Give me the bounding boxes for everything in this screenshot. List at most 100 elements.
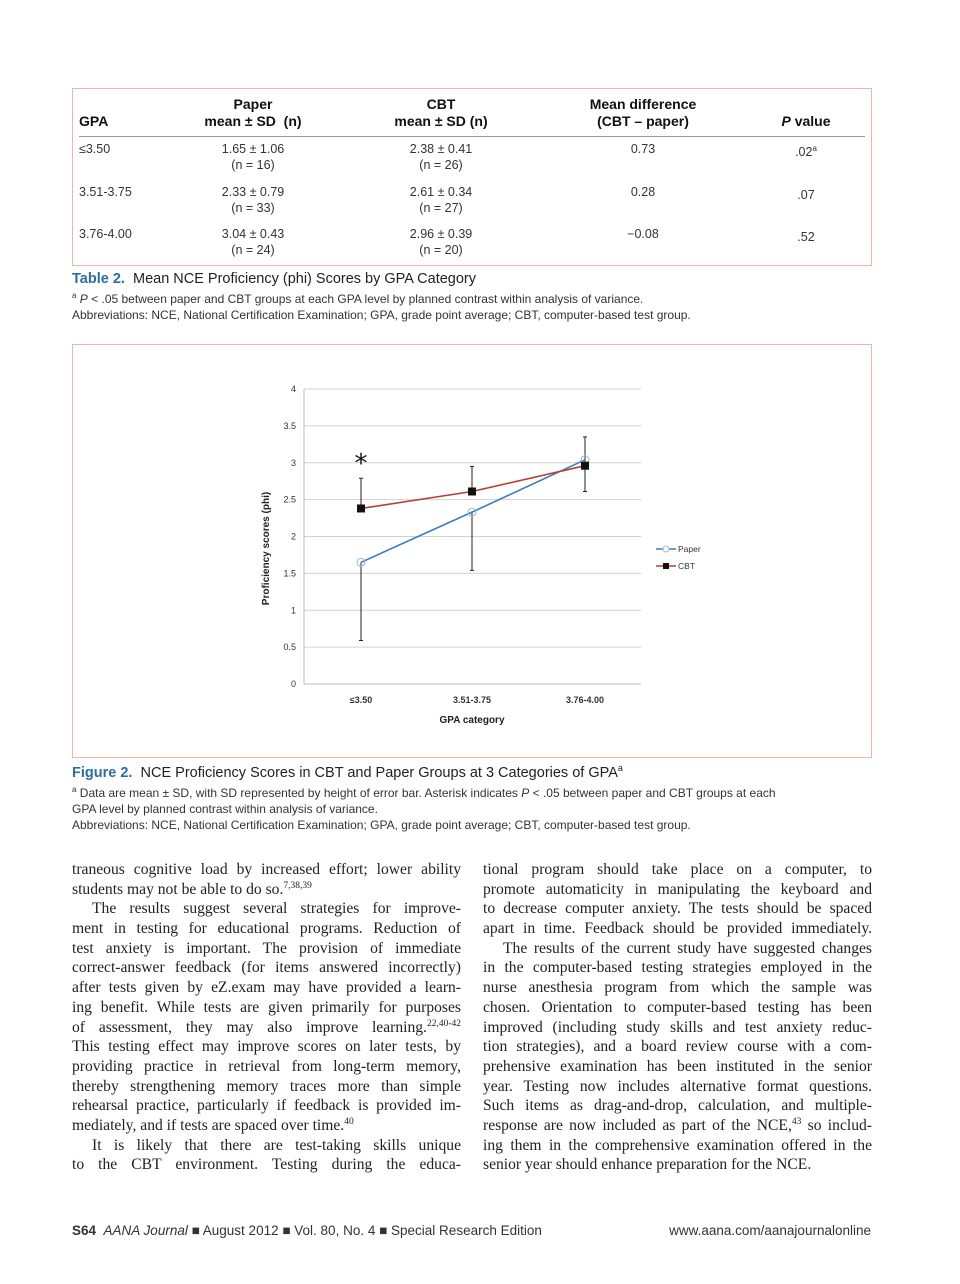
text-line: ment in testing for educational programs… [72, 919, 461, 939]
line-text: in the computer-based testing strategies… [483, 959, 872, 977]
edition: Special Research Edition [391, 1223, 542, 1238]
cell-p: .02a [761, 141, 851, 160]
cell-paper: 2.33 ± 0.79 (n = 33) [173, 184, 333, 216]
cell-gpa: 3.76-4.00 [79, 226, 159, 242]
legend-marker [663, 563, 669, 569]
y-tick-label: 2 [291, 532, 296, 542]
text-line: correct-answer feedback (for items answe… [72, 958, 461, 978]
text-line: This testing effect may improve scores o… [72, 1037, 461, 1057]
line-text: mediately, and if tests are spaced over … [72, 1116, 345, 1134]
legend-label: Paper [678, 544, 701, 554]
figure-abbreviations: Abbreviations: NCE, National Certificati… [72, 817, 691, 832]
note-sup: a [72, 784, 77, 794]
text-line: mediately, and if tests are spaced over … [72, 1116, 461, 1136]
cell-diff: 0.28 [563, 184, 723, 200]
volume: Vol. 80, No. 4 [294, 1223, 376, 1238]
figure-note-2: < .05 between paper and CBT groups at ea… [529, 785, 776, 800]
cell-value: 2.61 ± 0.34 [409, 184, 473, 199]
line-text: nurse anesthesia program from which the … [483, 979, 872, 997]
cell-value: 1.65 ± 1.06 [221, 142, 285, 156]
cell-paper: 3.04 ± 0.43 (n = 24) [173, 226, 333, 258]
header-cbt-line1: CBT [426, 96, 456, 112]
p-value: .02 [795, 145, 813, 160]
line-text: of assessment, they may also improve lea… [72, 1018, 427, 1036]
line-text: promote automaticity in manipulating the… [483, 880, 872, 898]
line-text: to decrease computer anxiety. The tests … [483, 900, 872, 918]
x-tick-label: 3.51-3.75 [453, 695, 491, 705]
cell-value: 0.28 [630, 184, 656, 199]
p-sup: a [812, 144, 817, 153]
line-text: so includ- [801, 1116, 872, 1134]
footer-url[interactable]: www.aana.com/aanajournalonline [669, 1223, 871, 1238]
header-rule [79, 136, 865, 137]
caption-sup: a [617, 763, 623, 773]
table-caption: Table 2. Mean NCE Proficiency (phi) Scor… [72, 271, 691, 323]
line-text: senior year should enhance preparation f… [483, 1156, 812, 1174]
x-tick-label: 3.76-4.00 [566, 695, 604, 705]
header-p-rest: value [790, 113, 831, 129]
text-line: in the computer-based testing strategies… [483, 958, 872, 978]
data-point-cbt [581, 461, 589, 470]
x-axis-label: GPA category [439, 715, 504, 726]
citation: 22,40-42 [426, 1018, 461, 1029]
note-p: P [79, 292, 88, 306]
text-line: response are now included as part of the… [483, 1116, 872, 1136]
line-text: ing them in the comprehensive examinatio… [483, 1136, 872, 1154]
header-p-italic: P [781, 113, 791, 129]
figure-caption-title: NCE Proficiency Scores in CBT and Paper … [140, 764, 618, 781]
text-line: senior year should enhance preparation f… [483, 1155, 872, 1175]
text-line: tional program should take place on a co… [483, 860, 872, 880]
text-line: after tests given by eZ.exam may have pr… [72, 978, 461, 998]
legend-label: CBT [678, 561, 695, 571]
cell-n: (n = 26) [419, 158, 463, 172]
cell-cbt: 2.38 ± 0.41 (n = 26) [361, 141, 521, 173]
cell-value: 0.73 [630, 142, 656, 156]
y-axis-label: Proficiency scores (phi) [261, 492, 272, 605]
text-line: Such items as drag-and-drop, calculation… [483, 1096, 872, 1116]
header-paper-line1: Paper [233, 96, 273, 112]
cell-cbt: 2.96 ± 0.39 (n = 20) [361, 226, 521, 258]
cell-value: ≤3.50 [79, 142, 111, 156]
body-column-left: traneous cognitive load by increased eff… [72, 860, 461, 1175]
cell-value: 2.38 ± 0.41 [409, 142, 473, 156]
line-text: chosen. Orientation to computer-based te… [483, 998, 872, 1016]
line-text: test anxiety is important. The provision… [72, 939, 461, 957]
figure-note-line2: GPA level by planned contrast within ana… [72, 801, 378, 816]
y-tick-label: 2.5 [283, 495, 296, 505]
text-line: promote automaticity in manipulating the… [483, 880, 872, 900]
table-caption-title: Mean NCE Proficiency (phi) Scores by GPA… [132, 271, 477, 287]
x-tick-label: ≤3.50 [350, 695, 372, 705]
line-text: tion strategies), and a board review cou… [483, 1038, 872, 1056]
line-chart: 0 0.5 1 1.5 2 2.5 3 3.5 4 ≤3.50 3.51-3.75 3.76-4.00… [261, 384, 701, 726]
header-p: P value [761, 113, 851, 130]
legend-marker [662, 545, 670, 553]
header-gpa: GPA [79, 113, 109, 129]
y-tick-label: 0 [291, 679, 296, 689]
body-column-right: tional program should take place on a co… [483, 860, 872, 1175]
line-text: prehensive examination has been institut… [483, 1057, 872, 1075]
series-line-paper [360, 459, 586, 564]
line-text: improved (including study skills and tes… [483, 1018, 872, 1036]
figure-note-1: Data are mean ± SD, with SD represented … [76, 785, 522, 800]
y-tick-label: 3.5 [283, 421, 296, 431]
cell-value: 2.33 ± 0.79 [221, 184, 285, 199]
line-text: The results suggest several strategies f… [92, 900, 461, 918]
figure-2: 0 0.5 1 1.5 2 2.5 3 3.5 4 ≤3.50 3.51-3.75 3.76-4.00… [72, 344, 872, 758]
header-diff-line1: Mean difference [589, 96, 697, 112]
header-cbt-line2: mean ± SD (n) [394, 113, 488, 129]
citation: 40 [344, 1116, 354, 1127]
p-value: .52 [797, 230, 815, 245]
text-line: The results suggest several strategies f… [72, 899, 461, 919]
cell-diff: −0.08 [563, 226, 723, 242]
cell-diff: 0.73 [563, 141, 723, 157]
text-line: thereby strengthening memory traces more… [72, 1077, 461, 1097]
line-text: This testing effect may improve scores o… [72, 1038, 461, 1056]
text-line: providing practice in retrieval from lon… [72, 1057, 461, 1077]
header-cbt: CBT mean ± SD (n) [361, 96, 521, 130]
figure-caption: Figure 2. NCE Proficiency Scores in CBT … [72, 763, 776, 833]
text-line: year. Testing now includes alternative f… [483, 1077, 872, 1097]
cell-cbt: 2.61 ± 0.34 (n = 27) [361, 184, 521, 216]
table-abbreviations: Abbreviations: NCE, National Certificati… [72, 308, 691, 322]
text-line: It is likely that there are test-taking … [72, 1136, 461, 1156]
text-line: ing benefit. While tests are given prima… [72, 998, 461, 1018]
